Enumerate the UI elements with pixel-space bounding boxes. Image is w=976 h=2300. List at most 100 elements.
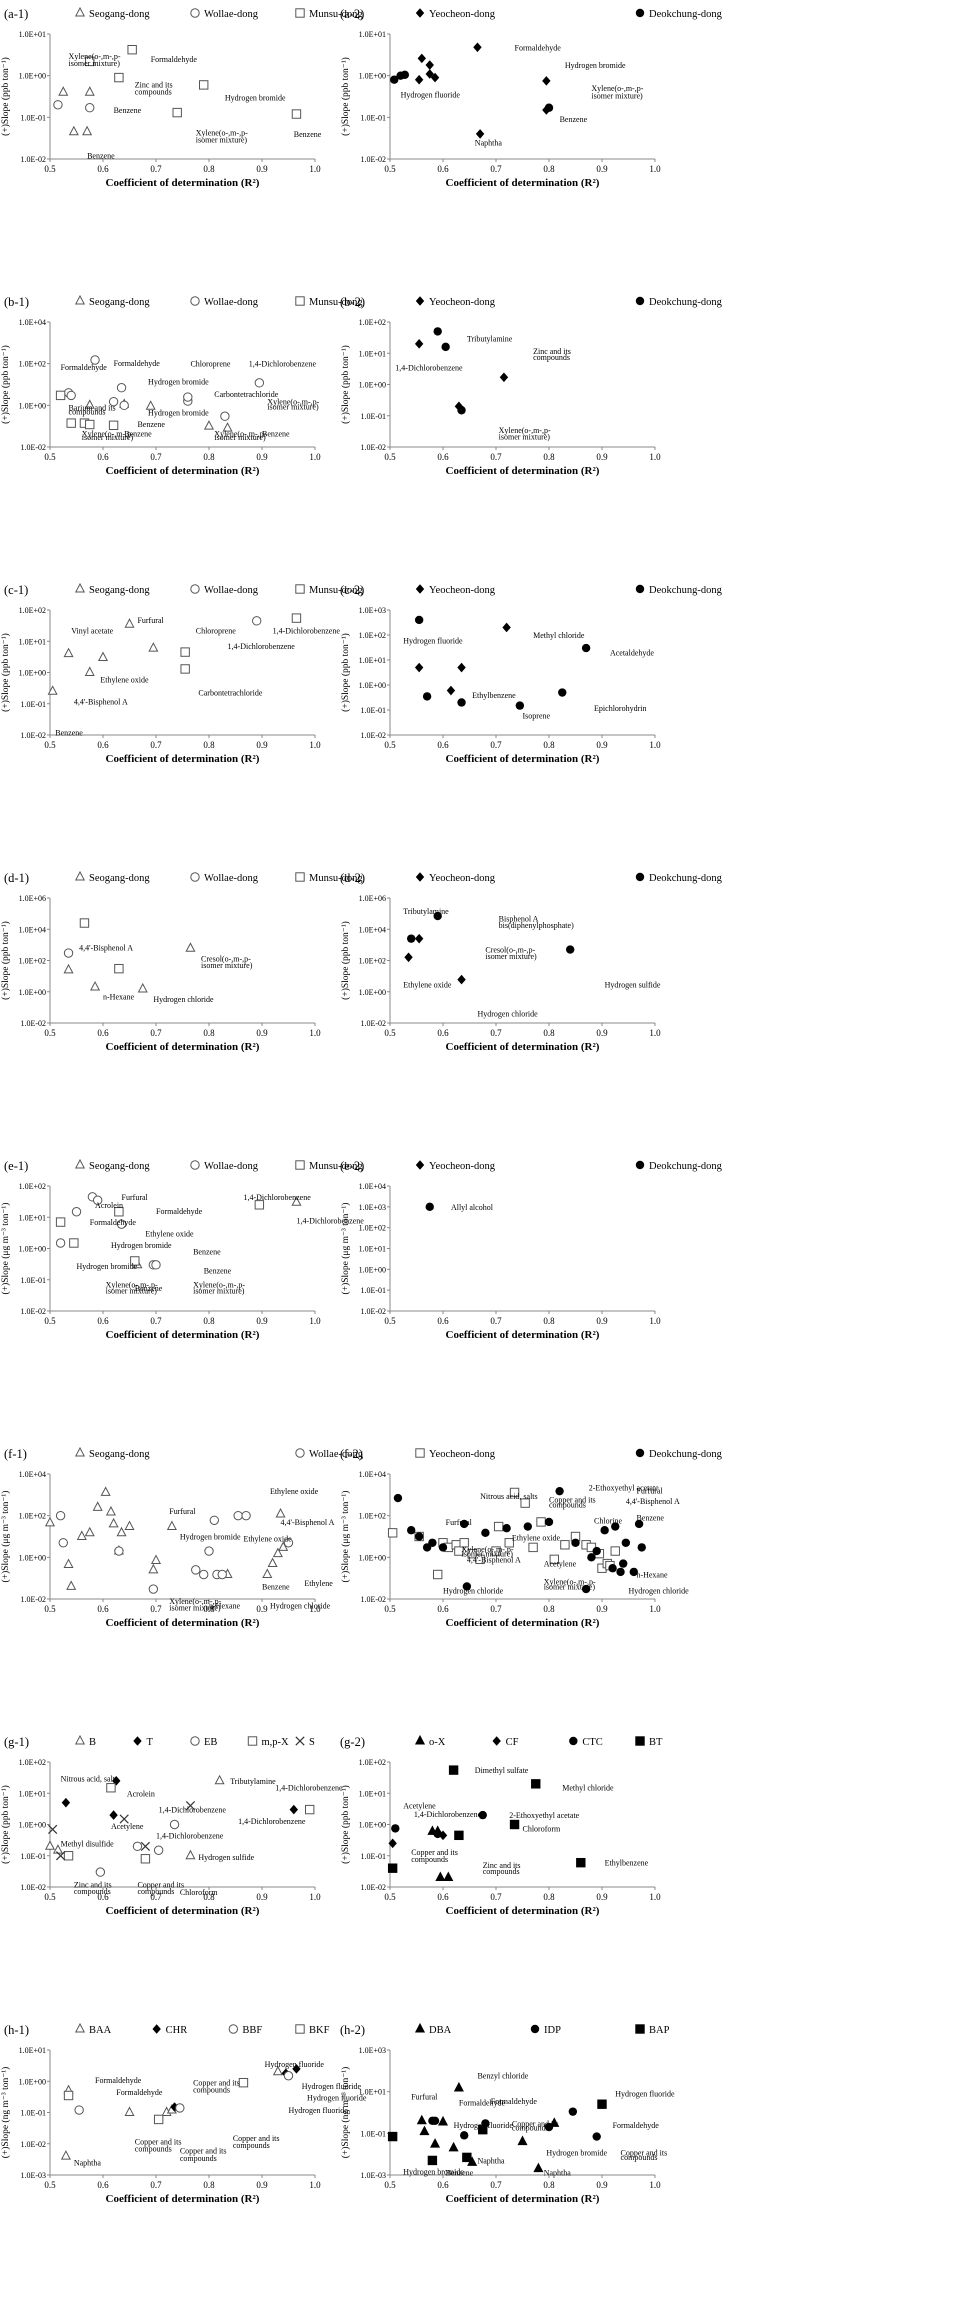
point-annotation: Hydrogen bromide <box>148 377 209 386</box>
data-point <box>438 1543 448 1552</box>
point-annotation: isomer mixture) <box>462 1550 514 1559</box>
point-annotation: isomer mixture) <box>485 952 537 961</box>
point-annotation: Copper and its <box>135 2137 182 2146</box>
x-tick-label: 0.6 <box>97 2180 109 2190</box>
point-annotation: Bisphenol A <box>499 914 539 923</box>
x-tick-label: 0.6 <box>97 164 109 174</box>
point-annotation: Formaldehyde <box>491 2097 538 2106</box>
y-tick-label: 1.0E+02 <box>19 957 46 966</box>
panel-f-1: (f-1) Seogang-dong Wollae-dong 0.5 0.6 0.7 0.8… <box>0 1446 364 1629</box>
data-point <box>85 419 95 430</box>
legend-label: m,p-X <box>262 1737 290 1748</box>
legend-marker <box>190 1160 200 1170</box>
point-annotation: Epichlorohydrin <box>594 704 646 713</box>
data-point <box>533 2162 544 2173</box>
data-point <box>610 1546 620 1556</box>
legend-label: Seogang-dong <box>89 9 150 20</box>
point-annotation: Tributylamine <box>230 1777 276 1786</box>
x-tick-label: 0.9 <box>596 452 608 462</box>
point-annotation: Furfural <box>169 1507 196 1516</box>
x-tick-label: 0.8 <box>543 1892 555 1902</box>
data-point <box>433 1829 442 1839</box>
x-tick-label: 0.5 <box>44 1604 56 1614</box>
point-annotation: Xylene(o-,m-,p- <box>69 52 121 61</box>
y-tick-label: 1.0E+02 <box>359 1758 386 1767</box>
y-tick-label: 1.0E+00 <box>359 72 386 81</box>
data-point <box>437 2115 449 2126</box>
panel-g-1: (g-1) B T EB m,p-X S 0.5 0.6 0.7 0.8 0.9 1.0 1.0E-02… <box>0 1734 343 1917</box>
point-annotation: Vinyl acetate <box>71 627 113 636</box>
y-tick-label: 1.0E+02 <box>19 1512 46 1521</box>
legend-marker <box>295 296 305 306</box>
data-point <box>48 1824 58 1834</box>
data-point <box>272 1547 283 1558</box>
y-tick-label: 1.0E-02 <box>20 1883 46 1892</box>
x-tick-label: 1.0 <box>309 740 321 750</box>
legend-label: Seogang-dong <box>89 1161 150 1172</box>
point-annotation: Xylene(o-,m-,p- <box>544 1577 596 1586</box>
y-tick-label: 1.0E+01 <box>19 30 46 39</box>
point-annotation: Xylene(o-,m-,p- <box>196 129 248 138</box>
data-point <box>291 1196 302 1206</box>
x-tick-label: 1.0 <box>309 1892 321 1902</box>
x-tick-label: 0.9 <box>596 164 608 174</box>
x-tick-label: 0.5 <box>384 164 396 174</box>
legend-label: Deokchung-dong <box>649 1449 723 1460</box>
point-annotation: Hydrogen bromide <box>225 93 286 102</box>
legend-marker <box>635 1736 645 1746</box>
data-point <box>454 1546 464 1556</box>
y-tick-label: 1.0E-02 <box>360 155 386 164</box>
data-point <box>114 1546 124 1556</box>
y-tick-label: 1.0E-03 <box>360 2171 386 2180</box>
data-point <box>140 1854 151 1864</box>
point-annotation: 4,4'-Bisphenol A <box>74 697 128 706</box>
data-point <box>166 1520 177 1530</box>
point-annotation: isomer mixture) <box>82 433 134 442</box>
point-annotation: Benzene <box>124 429 152 438</box>
x-tick-label: 1.0 <box>649 740 661 750</box>
x-tick-label: 0.6 <box>437 1604 449 1614</box>
point-annotation: Hydrogen fluoride <box>307 2094 367 2103</box>
data-point <box>272 2065 283 2076</box>
y-axis-title: (+)Slope (ppb ton⁻¹) <box>0 1785 11 1864</box>
panel-a-1: (a-1) Seogang-dong Wollae-dong Munsu-dong 0.… <box>0 6 363 189</box>
point-annotation: Ethylene oxide <box>270 1487 319 1496</box>
legend-label: Yeocheon-dong <box>429 9 496 20</box>
point-annotation: Benzene <box>114 106 142 115</box>
data-point <box>478 2124 488 2135</box>
legend-marker <box>414 2022 426 2033</box>
panel-d-2: (d-2) Yeocheon-dong Deokchung-dong 0.5 0.6 0.… <box>340 871 723 1053</box>
y-tick-label: 1.0E+01 <box>359 656 386 665</box>
y-tick-label: 1.0E+01 <box>19 1789 46 1798</box>
y-tick-label: 1.0E-01 <box>20 1276 46 1285</box>
panel-b-1: (b-1) Seogang-dong Wollae-dong Munsu-dong 0.… <box>0 294 363 477</box>
point-annotation: Copper and its <box>193 2079 240 2088</box>
point-annotation: compounds <box>483 1867 520 1876</box>
data-point <box>214 1774 225 1785</box>
x-tick-label: 0.5 <box>384 1028 396 1038</box>
data-point <box>448 1765 459 1775</box>
data-point <box>462 2152 472 2163</box>
x-tick-label: 0.7 <box>490 1316 502 1326</box>
point-annotation: 1,4-Dichlorobenzene <box>414 1810 482 1819</box>
legend-marker <box>415 1448 425 1458</box>
data-point <box>85 56 95 67</box>
y-tick-label: 1.0E+00 <box>19 1553 46 1562</box>
data-point <box>267 1557 278 1568</box>
point-annotation: Furfural <box>636 1487 663 1496</box>
point-annotation: Chloroprene <box>196 627 236 636</box>
data-point <box>414 74 424 85</box>
point-annotation: Copper and its <box>512 2119 559 2128</box>
data-point <box>278 1541 289 1551</box>
legend-marker <box>295 1448 305 1458</box>
y-tick-label: 1.0E+02 <box>359 631 386 640</box>
data-point <box>84 86 95 96</box>
x-tick-label: 0.8 <box>543 1316 555 1326</box>
data-point <box>454 1830 464 1841</box>
data-point <box>66 1580 77 1590</box>
data-point <box>391 1824 400 1833</box>
data-point <box>44 1840 56 1850</box>
y-tick-label: 1.0E+06 <box>19 894 46 903</box>
x-tick-label: 0.5 <box>384 1604 396 1614</box>
